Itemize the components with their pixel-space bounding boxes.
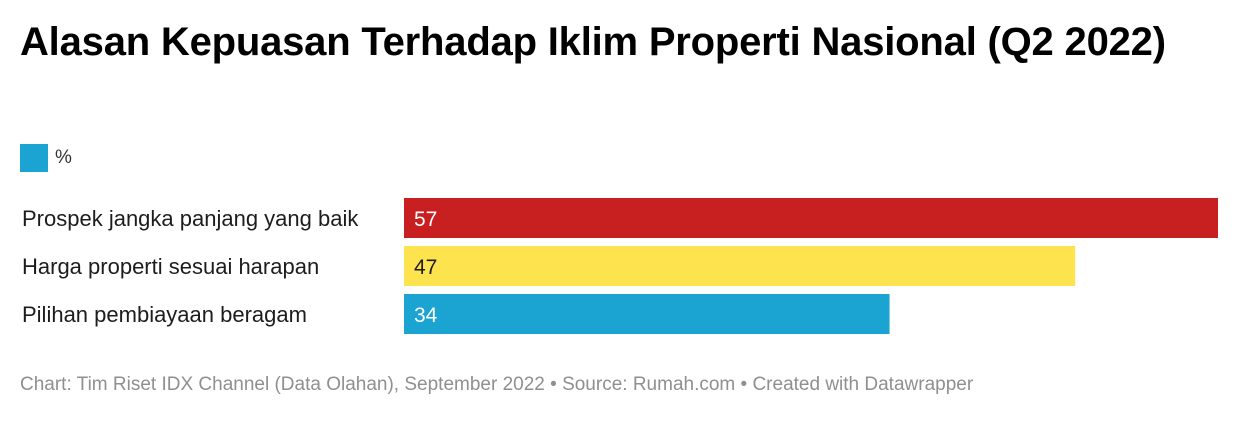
legend: %: [20, 144, 72, 172]
bar: [404, 246, 1076, 286]
bar: [404, 294, 890, 334]
chart-title: Alasan Kepuasan Terhadap Iklim Properti …: [20, 20, 1166, 64]
category-label: Prospek jangka panjang yang baik: [22, 206, 359, 231]
bar-row: Pilihan pembiayaan beragam 34: [22, 294, 890, 334]
category-label: Harga properti sesuai harapan: [22, 254, 319, 279]
value-label: 34: [414, 304, 438, 327]
bar-row: Harga properti sesuai harapan 47: [22, 246, 1076, 286]
legend-swatch: [20, 144, 48, 172]
value-label: 57: [414, 208, 437, 231]
category-label: Pilihan pembiayaan beragam: [22, 302, 307, 327]
bar: [404, 198, 1218, 238]
chart-footer: Chart: Tim Riset IDX Channel (Data Olaha…: [20, 374, 974, 395]
bar-row: Prospek jangka panjang yang baik 57: [22, 198, 1218, 238]
value-label: 47: [414, 256, 437, 279]
legend-label: %: [55, 147, 72, 168]
